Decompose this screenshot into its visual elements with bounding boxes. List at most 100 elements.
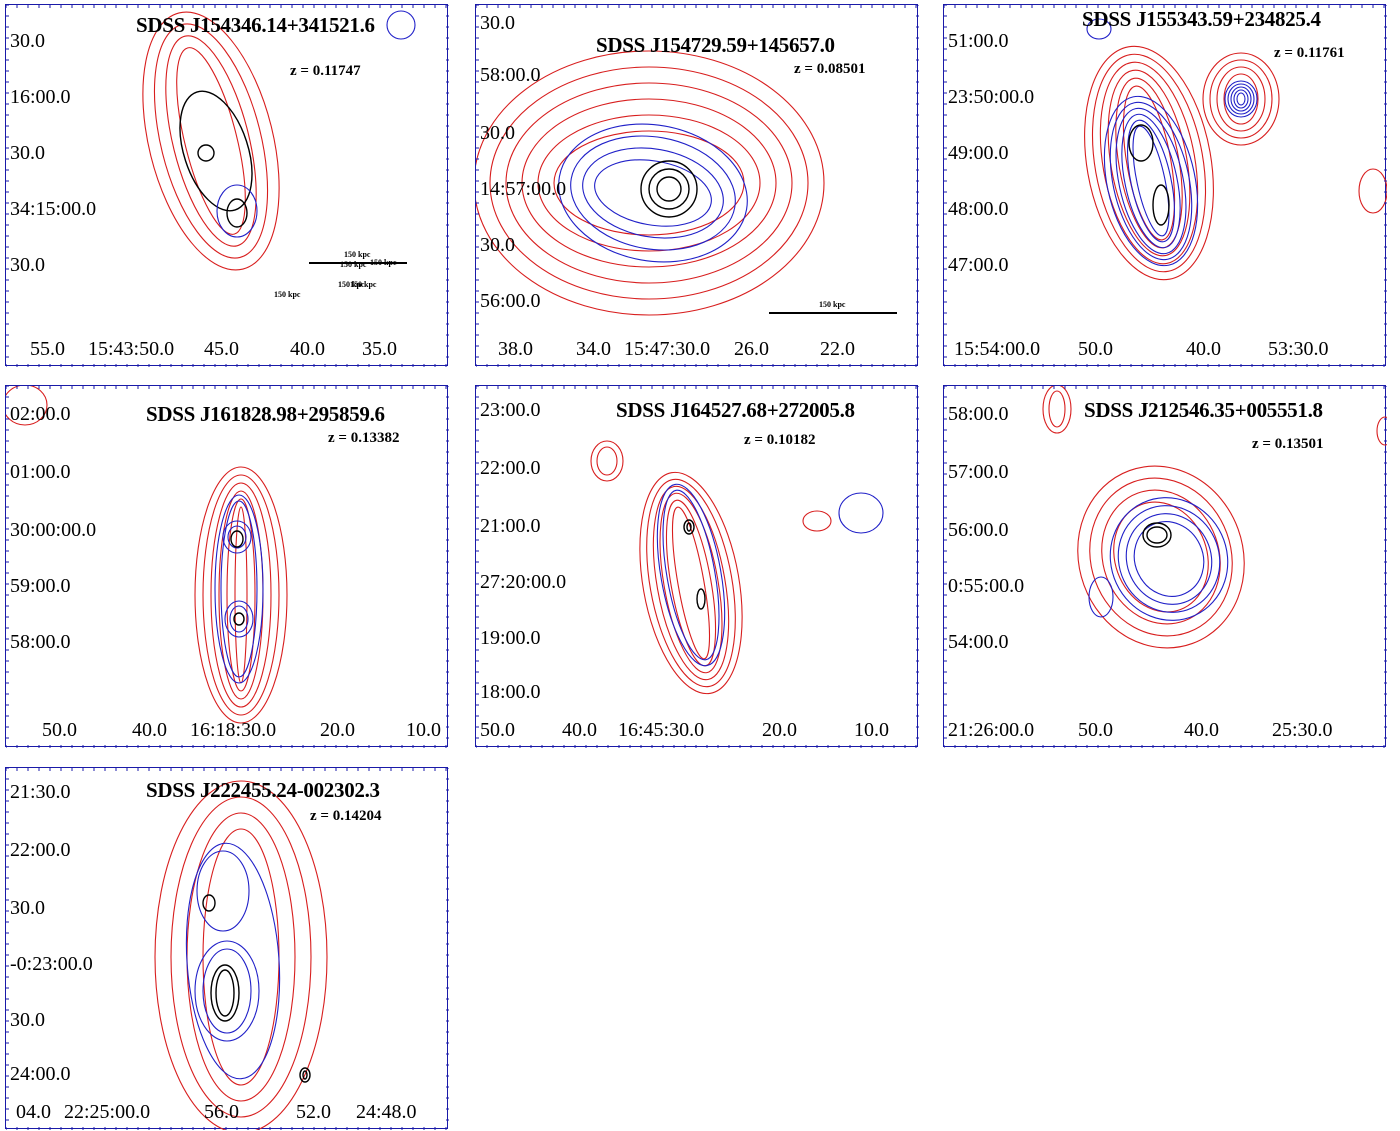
y-tick-label: 49:00.0: [948, 142, 1009, 164]
y-tick-label: 30.0: [10, 897, 45, 919]
y-tick-label: 24:00.0: [10, 1063, 71, 1085]
redshift-label: z = 0.11747: [290, 63, 361, 79]
y-tick-label: 18:00.0: [480, 681, 541, 703]
panel-title: SDSS J161828.98+295859.6: [146, 402, 385, 426]
contour-map: [476, 5, 919, 367]
x-tick-label: 10.0: [854, 719, 889, 741]
contour-map: [6, 386, 449, 748]
y-tick-label: 48:00.0: [948, 198, 1009, 220]
y-tick-label: 56:00.0: [948, 519, 1009, 541]
red-contour-line: [142, 11, 280, 271]
redshift-label: z = 0.14204: [310, 808, 382, 824]
y-tick-label: 22:00.0: [10, 839, 71, 861]
black-contour-line: [299, 1067, 311, 1083]
blue-contour-line: [1086, 18, 1112, 40]
scale-bar-label: 150 kpc: [350, 280, 377, 289]
red-contour-line: [1209, 59, 1273, 139]
blue-contour-line: [1132, 125, 1170, 237]
redshift-label: z = 0.10182: [744, 432, 816, 448]
blue-contour-line: [1109, 497, 1229, 621]
blue-contour-line: [582, 147, 724, 239]
y-tick-label: 0:55:00.0: [948, 575, 1025, 597]
x-tick-label: 22:25:00.0: [64, 1101, 151, 1123]
y-tick-label: 54:00.0: [948, 631, 1009, 653]
black-contour-line: [686, 522, 692, 532]
y-tick-label: 30.0: [10, 30, 45, 52]
y-tick-label: 14:57:00.0: [480, 178, 567, 200]
black-contour-line: [656, 176, 682, 202]
y-tick-label: 30.0: [10, 254, 45, 276]
panel-title: SDSS J222455.24-002302.3: [146, 778, 380, 802]
y-tick-label: 01:00.0: [10, 461, 71, 483]
y-tick-label: 58:00.0: [480, 64, 541, 86]
red-contour-line: [1107, 69, 1191, 257]
contour-panel: SDSS J212546.35+005551.8 z = 0.13501 150 k…: [340, 260, 1387, 748]
x-tick-label: 40.0: [1184, 719, 1219, 741]
x-tick-label: 52.0: [296, 1101, 331, 1123]
contour-map: [944, 5, 1387, 367]
red-contour-line: [210, 482, 272, 708]
blue-contour-line: [662, 489, 720, 661]
x-tick-label: 16:45:30.0: [618, 719, 705, 741]
red-contour-line: [1358, 168, 1387, 214]
blue-contour-line: [229, 605, 249, 633]
x-tick-label: 20.0: [762, 719, 797, 741]
x-tick-label: 22.0: [820, 338, 855, 360]
y-tick-label: 23:50:00.0: [948, 86, 1035, 108]
x-tick-label: 55.0: [30, 338, 65, 360]
x-tick-label: 34.0: [576, 338, 611, 360]
red-contour-line: [1089, 477, 1233, 637]
red-contour-line: [1113, 501, 1209, 613]
blue-contour-line: [1115, 107, 1187, 255]
red-contour-line: [1048, 390, 1066, 428]
red-contour-line: [671, 506, 711, 660]
red-contour-line: [476, 50, 825, 316]
y-tick-label: 30.0: [480, 122, 515, 144]
y-tick-label: 30.0: [480, 12, 515, 34]
x-tick-label: 40.0: [290, 338, 325, 360]
black-contour-line: [683, 519, 695, 535]
x-tick-label: 38.0: [498, 338, 533, 360]
y-tick-label: 16:00.0: [10, 86, 71, 108]
y-tick-label: 34:15:00.0: [10, 198, 97, 220]
black-contour-line: [179, 90, 253, 212]
blue-contour-line: [1117, 505, 1221, 613]
blue-contour-line: [558, 123, 748, 263]
contour-map: [6, 5, 449, 367]
red-contour-line: [1115, 77, 1183, 249]
x-tick-label: 40.0: [132, 719, 167, 741]
y-tick-label: 56:00.0: [480, 290, 541, 312]
y-tick-label: 23:00.0: [480, 399, 541, 421]
red-contour-line: [505, 82, 793, 284]
redshift-label: z = 0.08501: [794, 61, 866, 77]
x-tick-label: 15:54:00.0: [954, 338, 1041, 360]
red-contour-line: [489, 66, 809, 300]
x-tick-label: 04.0: [16, 1101, 51, 1123]
blue-contour-line: [1121, 113, 1181, 249]
red-contour-line: [537, 114, 761, 252]
scale-bar-label: 150 kpc: [344, 250, 371, 259]
x-tick-label: 50.0: [42, 719, 77, 741]
black-contour-line: [226, 198, 248, 228]
black-contour-line: [1142, 522, 1172, 548]
red-contour-line: [1101, 489, 1221, 625]
y-tick-label: 59:00.0: [10, 575, 71, 597]
red-contour-line: [1077, 465, 1245, 649]
blue-contour-line: [1103, 95, 1199, 267]
y-tick-label: 02:00.0: [10, 403, 71, 425]
contour-panel: SDSS J154346.14+341521.6 z = 0.11747 150 k…: [5, 4, 449, 367]
red-contour-line: [165, 35, 257, 247]
black-contour-line: [1128, 124, 1154, 162]
y-tick-label: 57:00.0: [948, 461, 1009, 483]
x-tick-label: 50.0: [480, 719, 515, 741]
red-contour-line: [1042, 386, 1072, 434]
black-contour-line: [1146, 526, 1168, 544]
blue-contour-line: [216, 184, 258, 238]
x-tick-label: 50.0: [1078, 338, 1113, 360]
scale-bar-label: 150 kpc: [370, 258, 397, 267]
contour-panel: SDSS J154729.59+145657.0 z = 0.08501 150 k…: [475, 4, 919, 367]
x-tick-label: 21:26:00.0: [948, 719, 1035, 741]
red-contour-line: [1376, 416, 1387, 446]
panel-title: SDSS J155343.59+234825.4: [1082, 7, 1321, 31]
red-contour-line: [596, 446, 618, 476]
